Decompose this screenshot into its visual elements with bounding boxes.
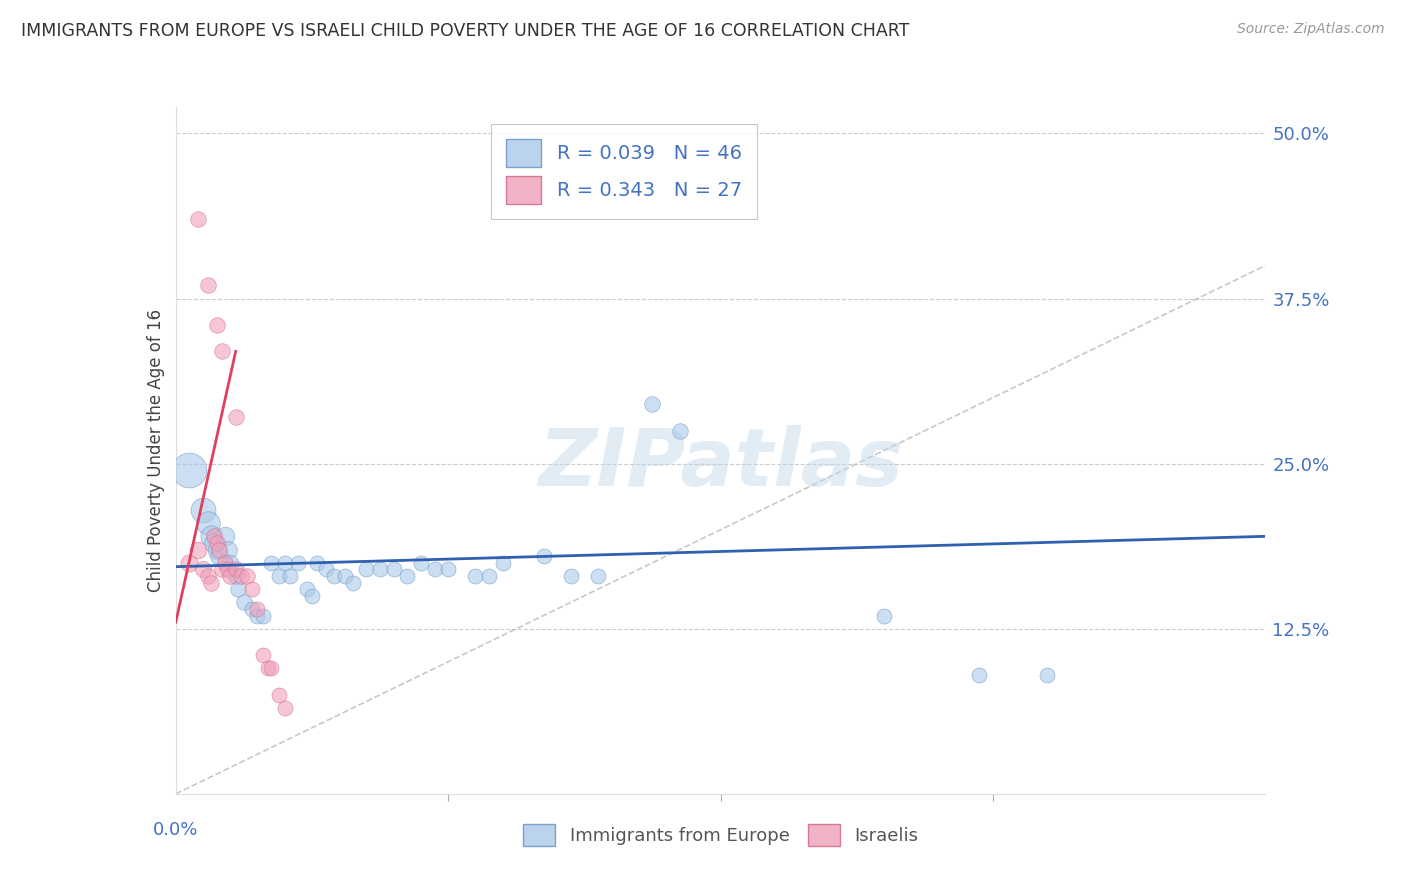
Point [211,562,233,576]
Point [231,569,253,583]
Point [202,536,225,550]
Point [205,318,228,332]
Point [307,556,329,570]
Point [382,562,405,576]
Point [208,542,231,557]
Point [301,589,323,603]
Point [492,556,515,570]
Point [179,556,201,570]
Point [295,582,318,596]
Point [197,278,219,293]
Point [269,569,291,583]
Point [228,582,250,596]
Point [197,516,219,530]
Point [214,529,236,543]
Point [246,602,269,616]
Point [260,661,283,675]
Point [211,344,233,359]
Point [202,529,225,543]
Point [315,562,337,576]
Y-axis label: Child Poverty Under the Age of 16: Child Poverty Under the Age of 16 [146,309,165,592]
Point [219,569,242,583]
Point [668,424,690,438]
Point [274,556,297,570]
Point [235,569,257,583]
Point [409,556,432,570]
Point [205,542,228,557]
Point [560,569,582,583]
Point [214,556,236,570]
Point [287,556,309,570]
Point [368,562,391,576]
Point [269,688,291,702]
Point [232,595,254,609]
Point [356,562,378,576]
Point [252,648,274,663]
Point [225,410,247,425]
Point [274,701,297,715]
Point [1036,668,1059,682]
Point [969,668,991,682]
Point [219,556,242,570]
Point [179,463,201,477]
Point [641,397,664,411]
Point [322,569,344,583]
Point [191,562,214,576]
Point [333,569,356,583]
Point [191,503,214,517]
Text: IMMIGRANTS FROM EUROPE VS ISRAELI CHILD POVERTY UNDER THE AGE OF 16 CORRELATION : IMMIGRANTS FROM EUROPE VS ISRAELI CHILD … [21,22,910,40]
Point [200,529,222,543]
Point [342,575,364,590]
Point [257,661,280,675]
Text: 0.0%: 0.0% [153,822,198,839]
Point [464,569,486,583]
Point [586,569,609,583]
Point [240,602,263,616]
Point [423,562,446,576]
Point [186,542,209,557]
Point [225,569,247,583]
Point [396,569,419,583]
Point [260,556,283,570]
Point [240,582,263,596]
Point [873,608,896,623]
Point [246,608,269,623]
Point [197,569,219,583]
Point [478,569,501,583]
Point [252,608,274,623]
Point [533,549,555,563]
Point [225,562,247,576]
Point [186,212,209,227]
Point [208,549,231,563]
Point [217,542,239,557]
Point [437,562,460,576]
Point [217,562,239,576]
Text: ZIPatlas: ZIPatlas [538,425,903,503]
Point [200,575,222,590]
Point [205,536,228,550]
Point [278,569,301,583]
Legend: Immigrants from Europe, Israelis: Immigrants from Europe, Israelis [516,817,925,854]
Text: Source: ZipAtlas.com: Source: ZipAtlas.com [1237,22,1385,37]
